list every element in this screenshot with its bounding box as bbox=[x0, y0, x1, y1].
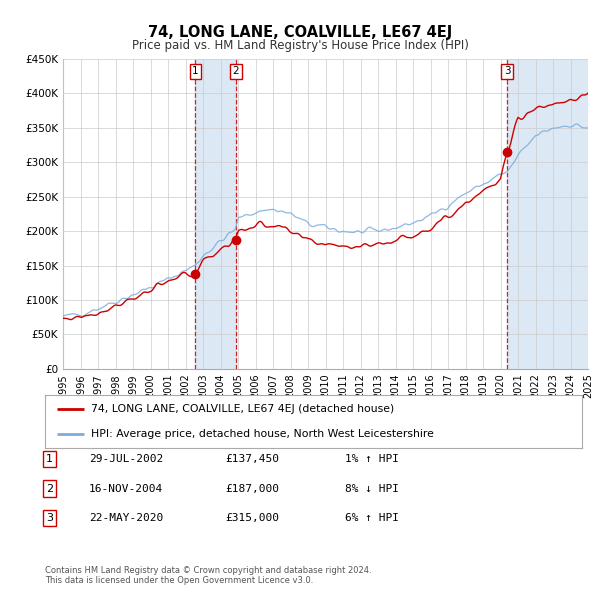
Text: 74, LONG LANE, COALVILLE, LE67 4EJ: 74, LONG LANE, COALVILLE, LE67 4EJ bbox=[148, 25, 452, 40]
Text: 1: 1 bbox=[46, 454, 53, 464]
Text: 3: 3 bbox=[46, 513, 53, 523]
Text: 2: 2 bbox=[46, 484, 53, 493]
Text: £187,000: £187,000 bbox=[225, 484, 279, 493]
Text: HPI: Average price, detached house, North West Leicestershire: HPI: Average price, detached house, Nort… bbox=[91, 429, 434, 439]
Text: 1% ↑ HPI: 1% ↑ HPI bbox=[345, 454, 399, 464]
Text: 16-NOV-2004: 16-NOV-2004 bbox=[89, 484, 163, 493]
Text: £315,000: £315,000 bbox=[225, 513, 279, 523]
Text: 2: 2 bbox=[233, 67, 239, 76]
Text: £137,450: £137,450 bbox=[225, 454, 279, 464]
Bar bbox=[508, 59, 590, 369]
Text: 29-JUL-2002: 29-JUL-2002 bbox=[89, 454, 163, 464]
Text: 6% ↑ HPI: 6% ↑ HPI bbox=[345, 513, 399, 523]
Text: Contains HM Land Registry data © Crown copyright and database right 2024.
This d: Contains HM Land Registry data © Crown c… bbox=[45, 566, 371, 585]
Text: 22-MAY-2020: 22-MAY-2020 bbox=[89, 513, 163, 523]
Text: 74, LONG LANE, COALVILLE, LE67 4EJ (detached house): 74, LONG LANE, COALVILLE, LE67 4EJ (deta… bbox=[91, 404, 394, 414]
Text: Price paid vs. HM Land Registry's House Price Index (HPI): Price paid vs. HM Land Registry's House … bbox=[131, 39, 469, 52]
Text: 3: 3 bbox=[504, 67, 511, 76]
Bar bbox=[196, 59, 236, 369]
Text: 8% ↓ HPI: 8% ↓ HPI bbox=[345, 484, 399, 493]
Text: 1: 1 bbox=[192, 67, 199, 76]
